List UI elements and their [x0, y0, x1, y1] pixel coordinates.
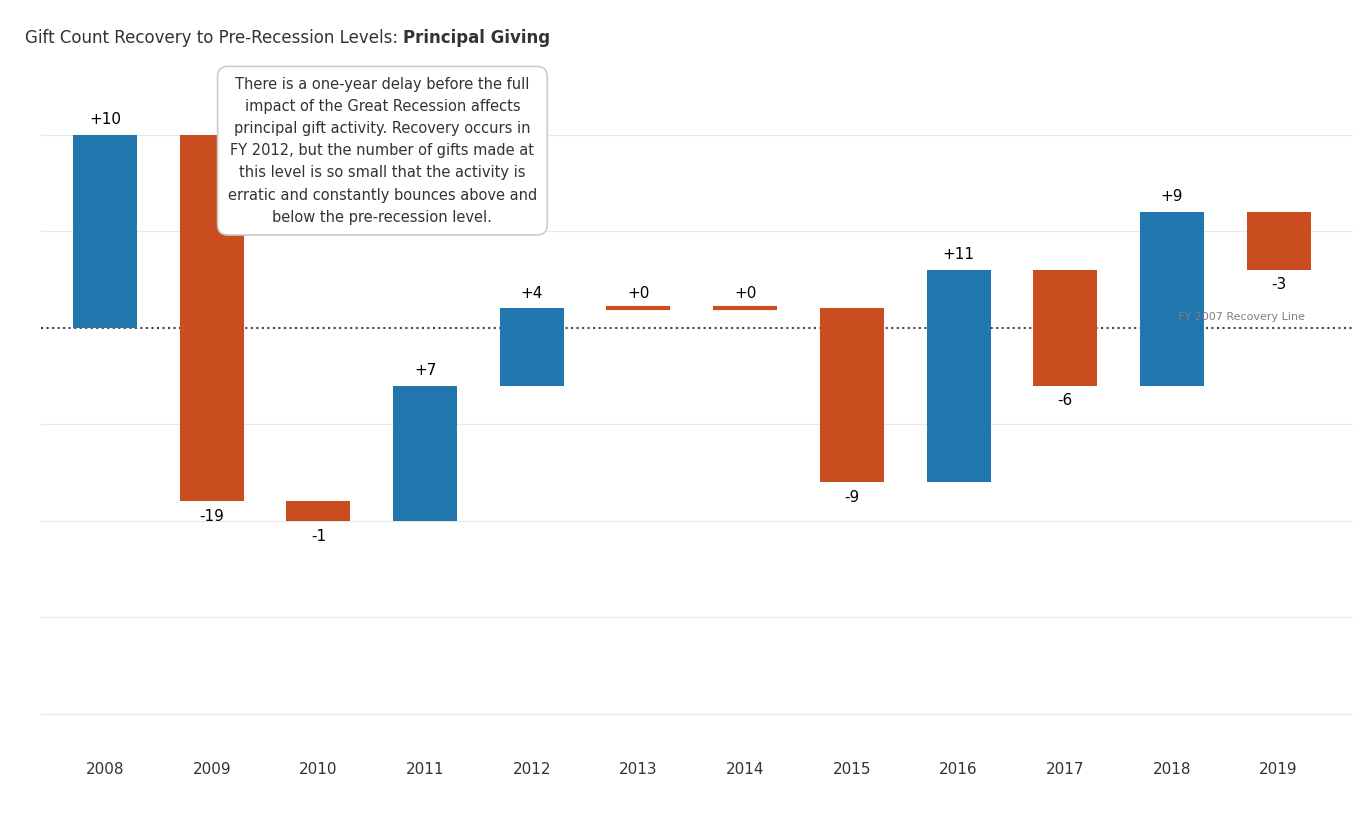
Text: -1: -1 [310, 528, 325, 543]
Bar [1033, 270, 1098, 385]
Text: There is a one-year delay before the full
impact of the Great Recession affects
: There is a one-year delay before the ful… [228, 77, 537, 225]
Text: +4: +4 [521, 285, 543, 301]
Text: Principal Giving: Principal Giving [403, 29, 550, 47]
Text: +11: +11 [943, 247, 975, 262]
Text: +0: +0 [627, 285, 649, 301]
Bar [927, 270, 991, 482]
Text: Gift Count Recovery to Pre-Recession Levels:: Gift Count Recovery to Pre-Recession Lev… [25, 29, 403, 47]
Bar [500, 308, 563, 385]
Text: +10: +10 [89, 112, 122, 127]
Text: FY 2007 Recovery Line: FY 2007 Recovery Line [1178, 312, 1305, 321]
Text: -9: -9 [845, 490, 860, 505]
Text: +0: +0 [734, 285, 756, 301]
Bar [394, 385, 457, 521]
Text: -6: -6 [1058, 393, 1073, 408]
Bar [1247, 212, 1311, 270]
Bar [72, 134, 137, 328]
Bar [287, 501, 350, 521]
Bar [1140, 212, 1204, 385]
Text: -3: -3 [1271, 277, 1286, 293]
Text: -19: -19 [200, 509, 224, 524]
Bar [179, 134, 243, 501]
Bar [820, 308, 884, 482]
Text: +7: +7 [414, 363, 436, 378]
Text: +9: +9 [1161, 189, 1184, 204]
